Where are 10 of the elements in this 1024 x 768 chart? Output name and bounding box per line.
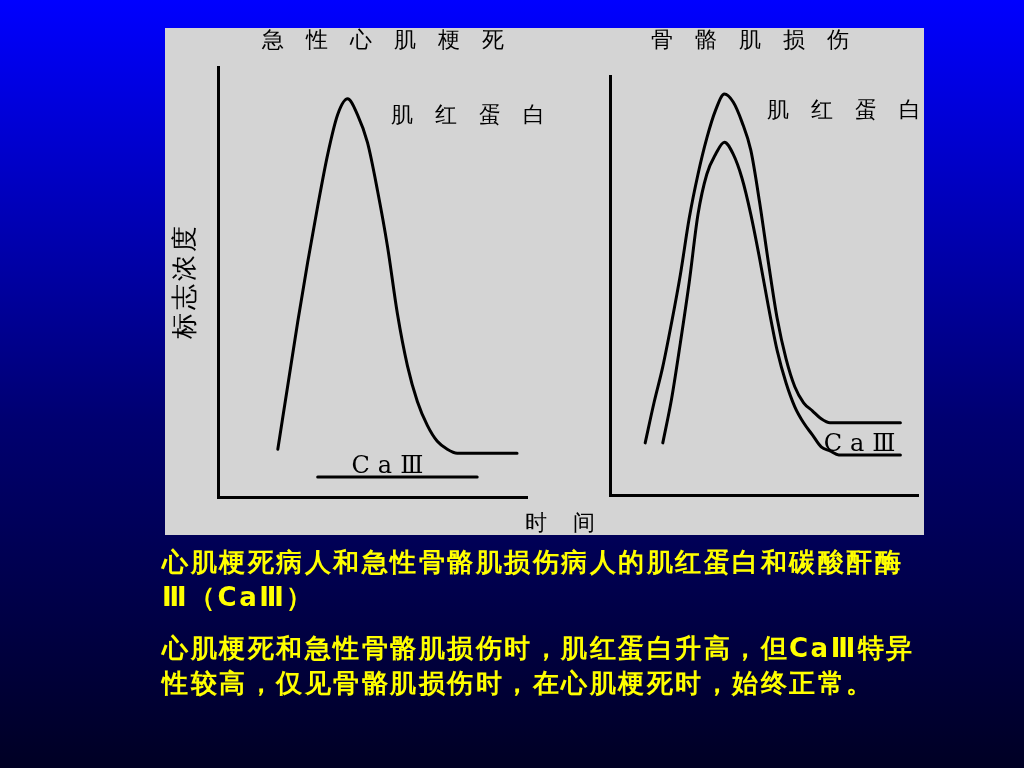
series-label: CaⅢ xyxy=(823,428,904,457)
series-label: 肌红蛋白 xyxy=(767,96,944,122)
series-label: 肌红蛋白 xyxy=(390,101,567,127)
text: 心肌梗死病人和急性骨骼肌损伤病人的肌红蛋白和碳酸酐酶Ⅲ（CaⅢ） xyxy=(162,546,904,614)
x-axis-title: 时间 xyxy=(525,509,621,535)
text: 心肌梗死和急性骨骼肌损伤时，肌红蛋白升高，但CaⅢ特异性较高，仅见骨骼肌损伤时，在心肌梗死时，始终正常。 xyxy=(162,632,916,700)
series-label: CaⅢ xyxy=(351,451,432,480)
chart-title: 骨骼肌损伤 xyxy=(651,26,871,52)
chart-title: 急性心肌梗死 xyxy=(261,26,526,52)
y-axis-title: 标志浓度 xyxy=(168,222,199,340)
